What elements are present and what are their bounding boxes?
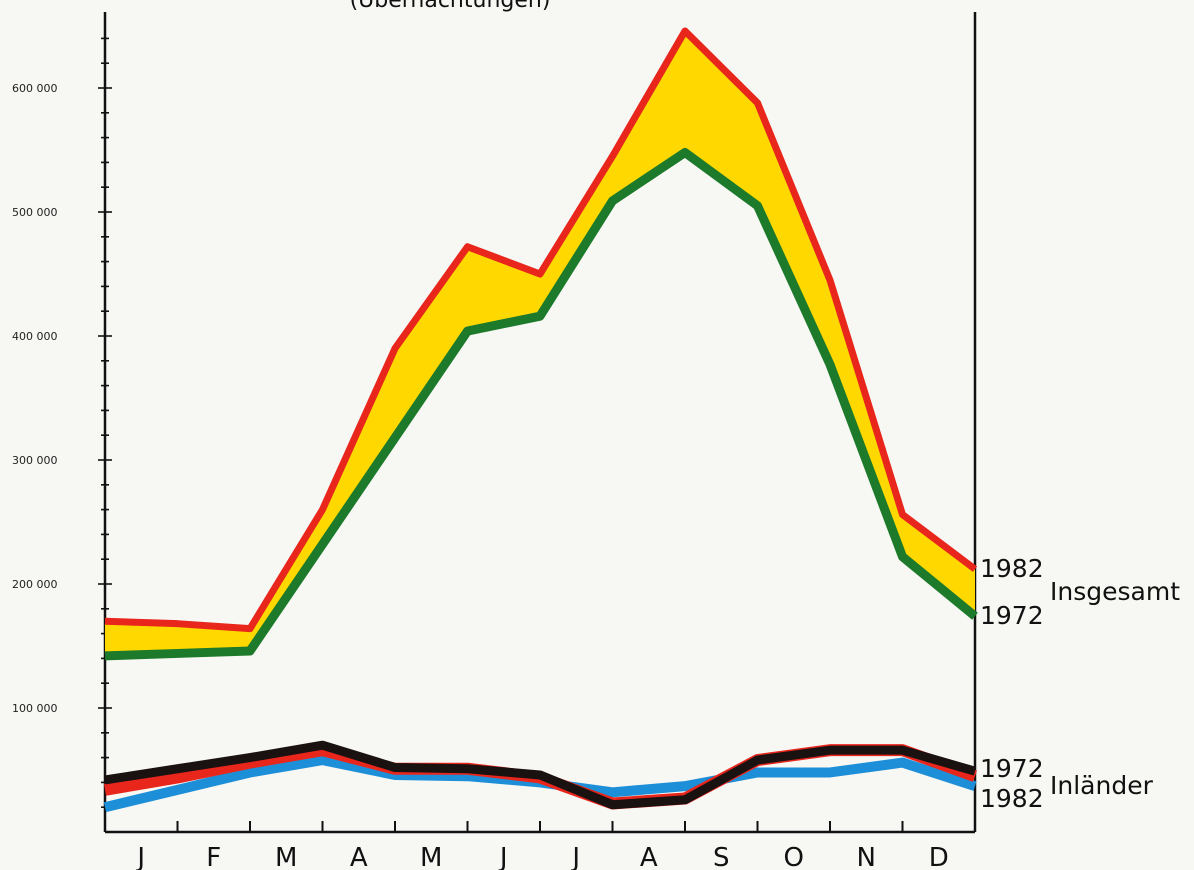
end-label-insgesamt-1972: 1972 [980,601,1044,630]
series-line-insgesamt-1982 [104,27,978,633]
x-tick-label: M [420,843,442,870]
x-tick-label: O [784,843,804,870]
group-label-inlaender: Inländer [1050,771,1154,800]
y-tick-label: 500 000 [12,206,58,219]
series-line-inlaender-1972 [104,740,977,810]
y-tick-label: 100 000 [12,702,58,715]
y-tick-label: 600 000 [12,82,58,95]
chart-title: (Übernachtungen) [350,0,551,13]
insgesamt-band [105,30,975,656]
end-label-insgesamt-1982: 1982 [980,554,1044,583]
group-label-insgesamt: Insgesamt [1050,577,1180,606]
x-tick-label: J [135,843,145,870]
x-tick-label: A [640,843,658,870]
x-tick-label: N [857,843,876,870]
x-tick-label: J [498,843,508,870]
x-tick-label: M [275,843,297,870]
x-tick-label: D [929,843,949,870]
y-tick-label: 200 000 [12,578,58,591]
label-layer: 1982 1972 Insgesamt 1972 1982 Inländer [980,554,1180,813]
data-layer [103,27,978,813]
series-line-insgesamt-1972 [104,147,978,661]
axes: 100 000 200 000 300 000 400 000 500 000 600 0… [12,12,977,870]
y-tick-label: 300 000 [12,454,58,467]
end-label-inlaender-1972: 1972 [980,754,1044,783]
x-tick-label: S [713,843,730,870]
x-tick-label: A [350,843,368,870]
x-tick-label: J [570,843,580,870]
y-tick-label: 400 000 [12,330,58,343]
end-label-inlaender-1982: 1982 [980,784,1044,813]
x-tick-label: F [206,843,221,870]
